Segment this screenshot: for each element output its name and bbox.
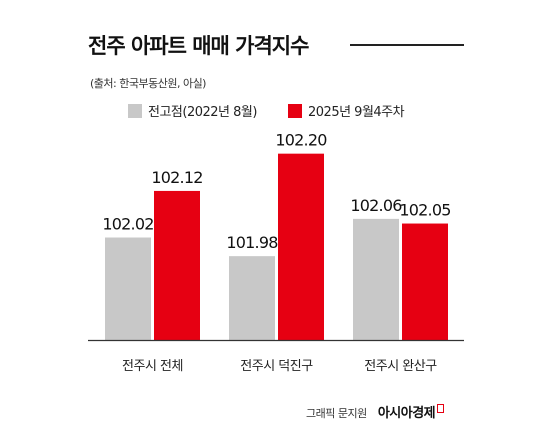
footer: 그래픽 문지원 아시아경제	[306, 402, 445, 421]
title-row: 전주 아파트 매매 가격지수	[88, 30, 464, 70]
bar-prev-3	[353, 218, 399, 340]
brand-logo: 아시아경제	[377, 406, 436, 421]
legend-swatch-now	[288, 104, 302, 118]
bar-now-1	[154, 190, 200, 340]
bar-prev-2	[229, 256, 275, 340]
category-label-3: 전주시 완산구	[364, 359, 437, 374]
bar-prev-1	[105, 237, 151, 340]
data-label-prev-2: 101.98	[226, 233, 278, 252]
brand-mark-icon	[437, 404, 445, 413]
legend-label-now: 2025년 9월4주차	[308, 105, 405, 120]
data-label-prev-1: 102.02	[102, 215, 153, 234]
title-rule	[350, 44, 464, 46]
bar-now-2	[278, 153, 324, 340]
category-label-2: 전주시 덕진구	[240, 359, 313, 374]
chart-title: 전주 아파트 매매 가격지수	[88, 34, 309, 58]
graphic-credit: 그래픽 문지원	[306, 407, 367, 420]
category-label-1: 전주시 전체	[122, 359, 183, 374]
source-note: (출처: 한국부동산원, 아실)	[90, 77, 206, 90]
data-label-now-2: 102.20	[275, 131, 327, 150]
data-label-now-3: 102.05	[399, 201, 450, 220]
bar-now-3	[402, 223, 448, 340]
legend-swatch-prev	[128, 104, 142, 118]
legend-label-prev: 전고점(2022년 8월)	[148, 105, 257, 120]
data-label-prev-3: 102.06	[350, 196, 402, 215]
data-label-now-1: 102.12	[151, 168, 202, 187]
